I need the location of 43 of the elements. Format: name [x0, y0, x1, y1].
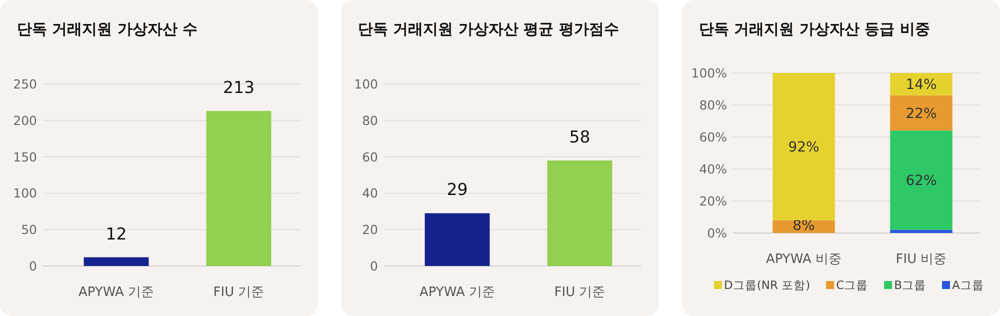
y-tick-label: 60%: [699, 130, 728, 144]
y-tick-label: 80%: [699, 98, 728, 112]
data-label: 14%: [906, 77, 937, 94]
x-tick-label: FIU 기준: [554, 285, 606, 300]
data-label: 213: [223, 78, 254, 97]
bar: [890, 95, 952, 131]
chart-title: 단독 거래지원 가상자산 평균 평가점수: [358, 20, 619, 38]
y-tick-label: 20: [362, 222, 378, 238]
data-label: 8%: [792, 218, 815, 234]
y-tick-label: 60: [362, 149, 378, 164]
y-tick-label: 40%: [699, 162, 728, 176]
y-tick-label: 80: [362, 112, 378, 128]
data-label: 62%: [906, 173, 937, 190]
chart-title: 단독 거래지원 가상자산 수: [17, 20, 198, 38]
y-tick-label: 150: [13, 149, 38, 164]
y-tick-label: 100: [13, 186, 38, 201]
data-label: 58: [569, 127, 590, 146]
legend-label: D그룹(NR 포함): [724, 278, 810, 292]
y-tick-label: 40: [362, 186, 378, 201]
y-tick-label: 20%: [699, 194, 728, 208]
y-tick-label: 100%: [691, 66, 728, 80]
y-tick-label: 200: [13, 112, 38, 128]
bar: [890, 73, 952, 96]
x-tick-label: FIU 기준: [213, 285, 264, 300]
legend-label: A그룹: [952, 278, 984, 292]
y-tick-label: 0: [29, 258, 38, 274]
y-tick-label: 100: [354, 76, 378, 92]
y-tick-label: 50: [21, 222, 38, 238]
y-tick-label: 0%: [707, 226, 728, 240]
data-label: 29: [446, 180, 468, 200]
chart-title: 단독 거래지원 가상자산 등급 비중: [699, 20, 930, 38]
data-label: 12: [106, 224, 127, 244]
y-tick-label: 0: [370, 258, 378, 274]
x-tick-label: APYWA 기준: [78, 285, 154, 300]
data-label: 92%: [788, 140, 820, 156]
x-tick-label: APYWA 비중: [766, 252, 842, 267]
legend-label: B그룹: [894, 278, 926, 292]
x-tick-label: FIU 비중: [896, 252, 947, 267]
y-tick-label: 250: [13, 76, 38, 92]
bar: [772, 73, 835, 220]
legend-label: C그룹: [836, 278, 868, 292]
x-tick-label: APYWA 기준: [419, 285, 496, 300]
data-label: 22%: [906, 106, 937, 122]
